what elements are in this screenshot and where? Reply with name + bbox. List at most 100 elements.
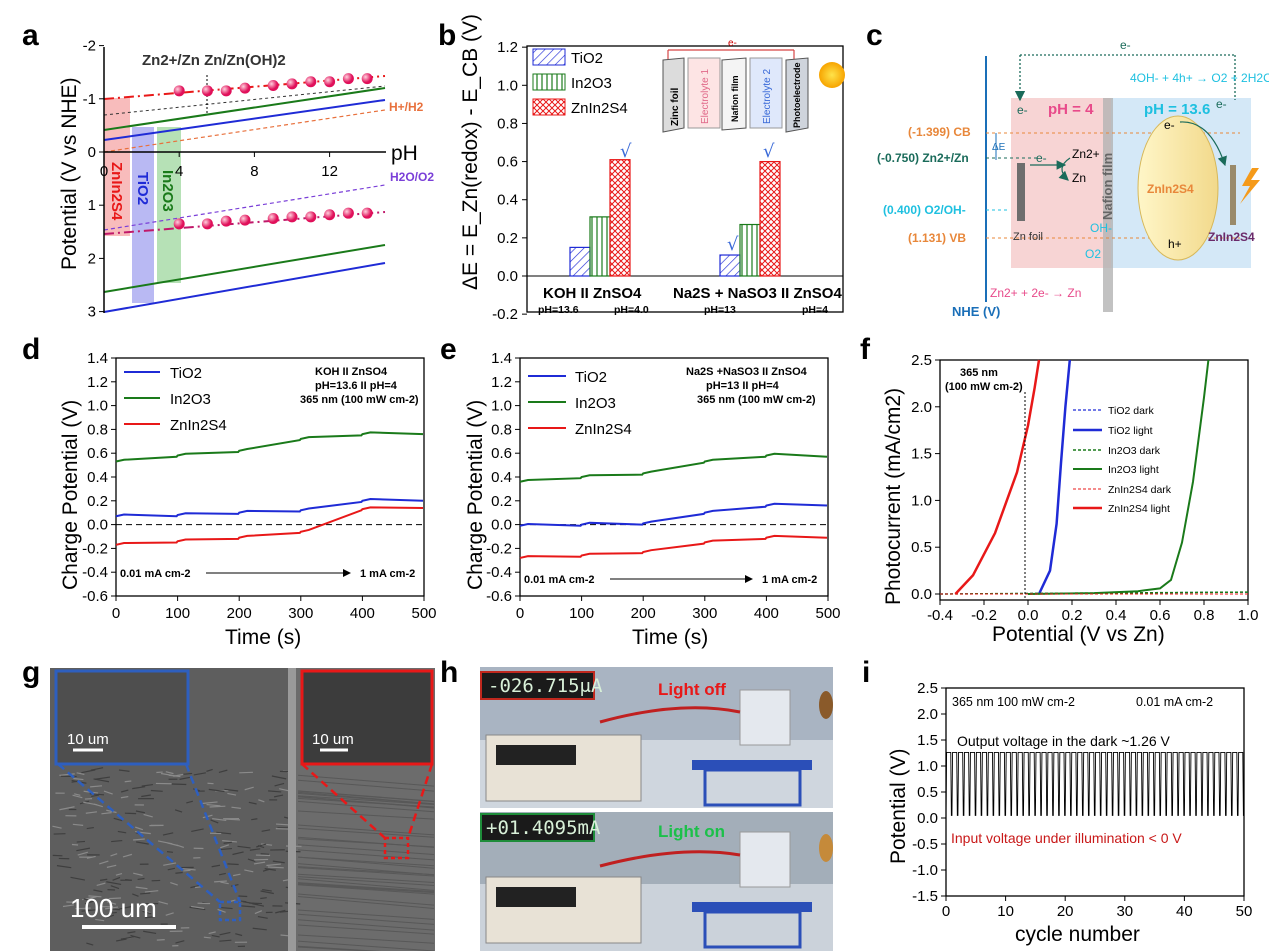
ytick-label: -0.4 <box>82 564 108 581</box>
sem-grain <box>99 860 109 865</box>
sem-grain <box>106 864 117 868</box>
data-point <box>267 213 279 224</box>
a-y-ticks: -2 -1 0 1 2 3 <box>83 38 104 321</box>
sem-grain <box>113 817 123 822</box>
band-label-in2o3: In2O3 <box>159 170 176 212</box>
ytick-label: -0.6 <box>486 588 512 605</box>
sem-grain <box>249 848 261 851</box>
sem-grain <box>145 916 154 919</box>
sem-grain <box>218 872 226 876</box>
band-znin2s4 <box>104 98 130 236</box>
sem-scratch <box>297 800 435 813</box>
sem-grain <box>248 801 257 805</box>
i-input: Input voltage under illumination < 0 V <box>951 830 1182 846</box>
sem-grain <box>110 885 120 890</box>
cycle-series <box>945 752 1244 816</box>
panel-label-e: e <box>440 333 457 366</box>
series-line-in2o3 <box>115 431 424 463</box>
i-ytick-label: 2.5 <box>917 680 938 697</box>
data-point <box>201 85 213 97</box>
nafion-plate <box>721 57 747 131</box>
zn-ref-line <box>103 85 386 116</box>
b-cat1-bl: pH=13.6 <box>538 304 579 316</box>
c-ph136: pH = 13.6 <box>1144 101 1210 118</box>
sem-grain <box>59 806 75 811</box>
sem-grain <box>232 851 244 856</box>
sem-grain <box>101 811 112 815</box>
sem-grain <box>73 777 84 781</box>
sem-grain <box>157 840 173 845</box>
cell-electron: e- <box>728 38 737 49</box>
sem-grain <box>52 825 62 829</box>
sem-grain <box>120 936 135 940</box>
ph4-region <box>1011 98 1111 268</box>
sem-grain <box>112 876 121 881</box>
sem-grain <box>252 927 267 931</box>
sem-grain <box>111 908 120 911</box>
i-xtick-label: 40 <box>1176 903 1193 920</box>
meter-on <box>485 876 642 944</box>
sem-grain <box>191 828 204 833</box>
c-o2s: O2 <box>1085 247 1101 261</box>
band-label-znin2s4: ZnIn2S4 <box>108 162 125 221</box>
photoelectrode-bar <box>1230 165 1236 225</box>
sem-grain <box>274 782 285 787</box>
xtick-label: 300 <box>692 605 717 622</box>
bar-in2o3 <box>739 223 761 277</box>
c-znin2s4: ZnIn2S4 <box>1208 230 1255 244</box>
c-e-left: e- <box>1017 103 1028 117</box>
sem-grain <box>90 785 103 788</box>
sem-grain <box>206 803 221 807</box>
sem-grain <box>209 805 226 808</box>
b-frame <box>526 45 844 313</box>
sem-grain <box>233 873 241 877</box>
display-on <box>480 813 595 842</box>
lower-points <box>173 207 373 230</box>
sem-grain <box>166 851 174 853</box>
c-de: ΔE <box>992 142 1006 153</box>
sem-grain <box>163 862 177 866</box>
sem-grain <box>158 900 169 905</box>
b-y-ticks: -0.2 0.0 0.2 0.4 0.6 0.8 1.0 1.2 <box>492 39 527 323</box>
d-legend-znin2s4: ZnIn2S4 <box>170 417 227 434</box>
a-label-h2: H+/H2 <box>389 100 424 114</box>
sem-grain <box>273 794 284 798</box>
data-point <box>342 73 354 85</box>
sem-grain <box>132 893 139 897</box>
panel-f: f 0.0 0.5 1.0 1.5 2.0 2.5 -0.4 -0.2 0.0 0.2 0.4 0.6… <box>860 333 1258 646</box>
band-label-tio2: TiO2 <box>134 172 151 205</box>
lightning-icon <box>1240 168 1260 204</box>
sem-grain <box>106 914 115 919</box>
c-zn2: Zn2+ <box>1072 147 1100 161</box>
sem-grain <box>150 789 163 792</box>
sem-grain <box>75 907 91 910</box>
sem-grain <box>189 906 206 911</box>
sem-grain <box>86 942 94 946</box>
e-ylabel: Charge Potential (V) <box>464 400 487 590</box>
sem-grain <box>206 768 213 772</box>
sem-texture <box>52 767 435 951</box>
sem-grain <box>203 936 211 939</box>
d-legend-in2o3: In2O3 <box>170 391 211 408</box>
sem-grain <box>218 847 232 851</box>
sem-grain <box>258 799 265 803</box>
sem-scratch <box>297 844 435 856</box>
g-scale-main: 100 um <box>70 893 157 923</box>
sem-grain <box>253 861 266 865</box>
sem-grain <box>220 844 230 849</box>
ytick-label: 0.4 <box>491 469 512 486</box>
sem-grain <box>133 838 145 841</box>
f-ylabel: Photocurrent (mA/cm2) <box>882 388 905 605</box>
band-tio2 <box>132 127 154 303</box>
sem-scratch <box>297 863 435 876</box>
sem-grain <box>120 795 129 799</box>
i-info-left: 365 nm 100 mW cm-2 <box>952 695 1075 709</box>
a-xtick-label: 4 <box>175 163 183 180</box>
upper-points <box>173 73 373 97</box>
sem-grain <box>127 931 136 934</box>
sem-grain <box>104 906 119 910</box>
series-line-znin2s4 <box>115 506 424 546</box>
sem-grain <box>143 813 153 818</box>
nafion-film <box>1103 98 1113 312</box>
